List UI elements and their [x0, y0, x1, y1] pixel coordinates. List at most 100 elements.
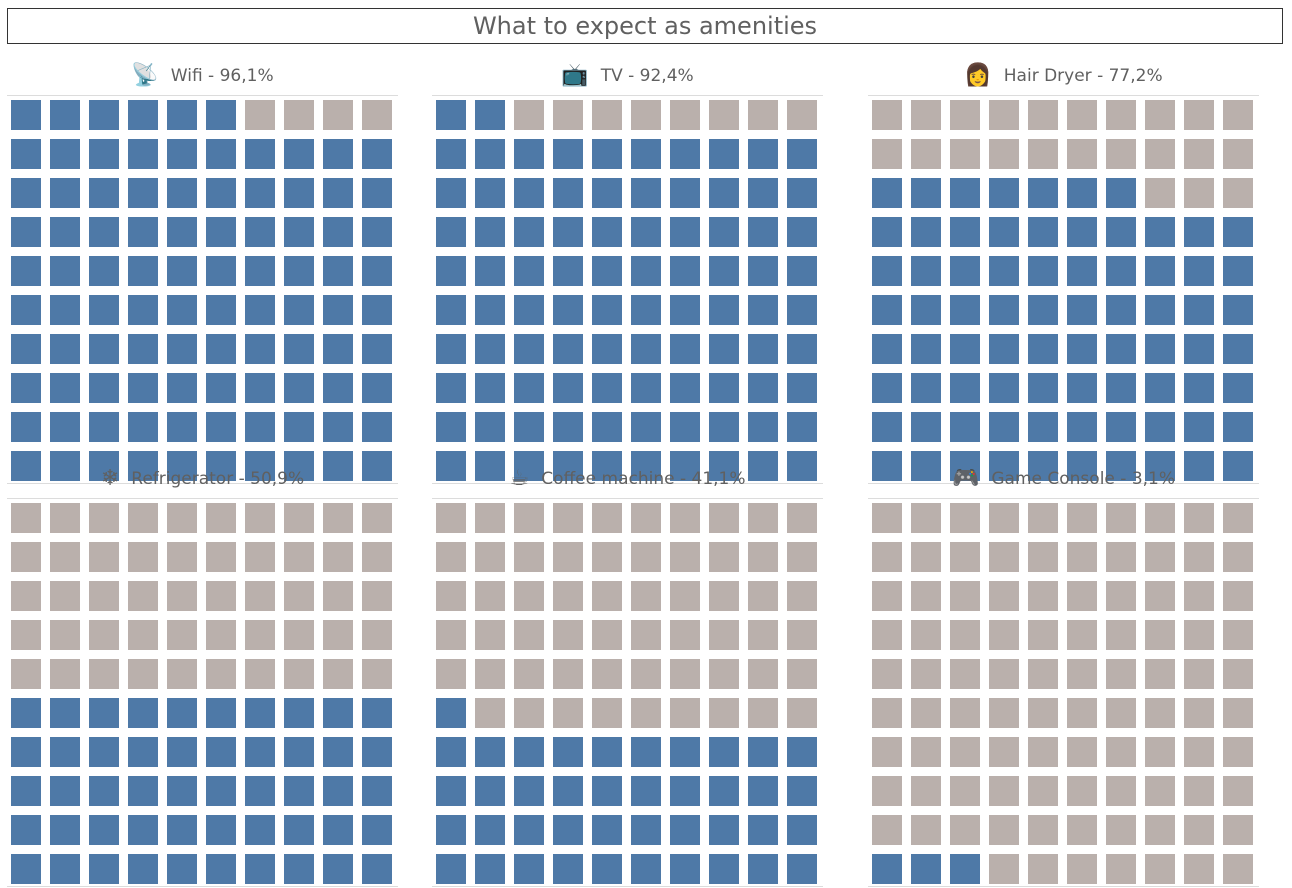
waffle-cell-empty — [709, 542, 739, 572]
waffle-cell-empty — [1145, 698, 1175, 728]
waffle-cell-filled — [670, 737, 700, 767]
waffle-cell-filled — [50, 295, 80, 325]
panel-divider — [432, 95, 823, 96]
waffle-cell-empty — [631, 659, 661, 689]
waffle-cell-empty — [553, 542, 583, 572]
waffle-cell-filled — [323, 854, 353, 884]
waffle-cell-filled — [989, 295, 1019, 325]
waffle-cell-filled — [128, 295, 158, 325]
waffle-cell-filled — [167, 295, 197, 325]
waffle-cell-empty — [245, 659, 275, 689]
waffle-cell-filled — [989, 217, 1019, 247]
waffle-cell-empty — [1223, 542, 1253, 572]
panel-header: ❄ Refrigerator - 50,9% — [7, 459, 398, 499]
waffle-cell-filled — [128, 178, 158, 208]
waffle-cell-filled — [128, 854, 158, 884]
waffle-cell-empty — [709, 620, 739, 650]
waffle-cell-filled — [670, 451, 700, 481]
waffle-cell-empty — [911, 503, 941, 533]
waffle-cell-empty — [1145, 854, 1175, 884]
waffle-cell-filled — [284, 295, 314, 325]
waffle-cell-empty — [872, 139, 902, 169]
hot-beverage-icon: ☕ — [509, 466, 530, 491]
waffle-cell-filled — [514, 412, 544, 442]
waffle-cell-filled — [1223, 373, 1253, 403]
panel-divider — [432, 886, 823, 887]
waffle-cell-empty — [245, 581, 275, 611]
waffle-cell-empty — [872, 100, 902, 130]
waffle-cell-filled — [128, 737, 158, 767]
waffle-cell-filled — [553, 815, 583, 845]
waffle-cell-empty — [1028, 139, 1058, 169]
waffle-cell-filled — [167, 178, 197, 208]
waffle-grid — [868, 96, 1259, 485]
waffle-cell-empty — [323, 620, 353, 650]
waffle-cell-empty — [514, 100, 544, 130]
waffle-cell-empty — [911, 100, 941, 130]
waffle-cell-filled — [128, 776, 158, 806]
waffle-cell-empty — [950, 503, 980, 533]
waffle-cell-empty — [872, 698, 902, 728]
waffle-cell-empty — [989, 815, 1019, 845]
waffle-cell-filled — [323, 737, 353, 767]
waffle-cell-empty — [1145, 620, 1175, 650]
waffle-cell-empty — [362, 581, 392, 611]
waffle-cell-empty — [748, 620, 778, 650]
panel-label: TV - 92,4% — [600, 66, 694, 86]
waffle-cell-filled — [50, 815, 80, 845]
waffle-cell-filled — [592, 334, 622, 364]
waffle-cell-filled — [89, 217, 119, 247]
waffle-cell-filled — [284, 815, 314, 845]
waffle-cell-empty — [872, 815, 902, 845]
waffle-cell-empty — [950, 659, 980, 689]
waffle-cell-filled — [1067, 178, 1097, 208]
waffle-cell-filled — [1223, 295, 1253, 325]
waffle-panel: 📺 TV - 92,4% — [432, 56, 823, 485]
waffle-cell-filled — [514, 737, 544, 767]
waffle-cell-filled — [553, 373, 583, 403]
waffle-cell-filled — [950, 334, 980, 364]
waffle-cell-filled — [950, 178, 980, 208]
waffle-cell-empty — [709, 503, 739, 533]
woman-face-icon: 👩 — [964, 63, 992, 88]
television-icon: 📺 — [561, 63, 589, 88]
waffle-cell-filled — [872, 178, 902, 208]
waffle-cell-filled — [167, 217, 197, 247]
waffle-cell-filled — [245, 412, 275, 442]
waffle-cell-filled — [206, 698, 236, 728]
waffle-cell-empty — [1028, 854, 1058, 884]
waffle-cell-empty — [284, 503, 314, 533]
waffle-cell-filled — [631, 451, 661, 481]
waffle-cell-filled — [89, 334, 119, 364]
waffle-cell-filled — [1106, 412, 1136, 442]
waffle-cell-filled — [787, 373, 817, 403]
waffle-cell-empty — [245, 100, 275, 130]
waffle-cell-filled — [670, 815, 700, 845]
waffle-cell-filled — [245, 178, 275, 208]
waffle-cell-empty — [1223, 776, 1253, 806]
waffle-cell-filled — [50, 412, 80, 442]
waffle-cell-filled — [592, 256, 622, 286]
waffle-cell-filled — [592, 295, 622, 325]
waffle-cell-filled — [475, 334, 505, 364]
waffle-cell-filled — [670, 776, 700, 806]
waffle-cell-filled — [167, 815, 197, 845]
waffle-cell-empty — [475, 503, 505, 533]
waffle-cell-empty — [1067, 854, 1097, 884]
panel-divider — [868, 95, 1259, 96]
waffle-cell-empty — [245, 542, 275, 572]
waffle-cell-filled — [709, 178, 739, 208]
waffle-cell-filled — [128, 412, 158, 442]
waffle-cell-filled — [748, 373, 778, 403]
waffle-cell-filled — [475, 737, 505, 767]
waffle-cell-filled — [592, 178, 622, 208]
waffle-cell-filled — [950, 412, 980, 442]
waffle-cell-filled — [1145, 334, 1175, 364]
waffle-cell-empty — [284, 100, 314, 130]
waffle-cell-filled — [362, 737, 392, 767]
waffle-cell-empty — [872, 503, 902, 533]
waffle-cell-empty — [670, 100, 700, 130]
waffle-cell-filled — [245, 815, 275, 845]
waffle-cell-empty — [1145, 581, 1175, 611]
waffle-cell-filled — [872, 451, 902, 481]
